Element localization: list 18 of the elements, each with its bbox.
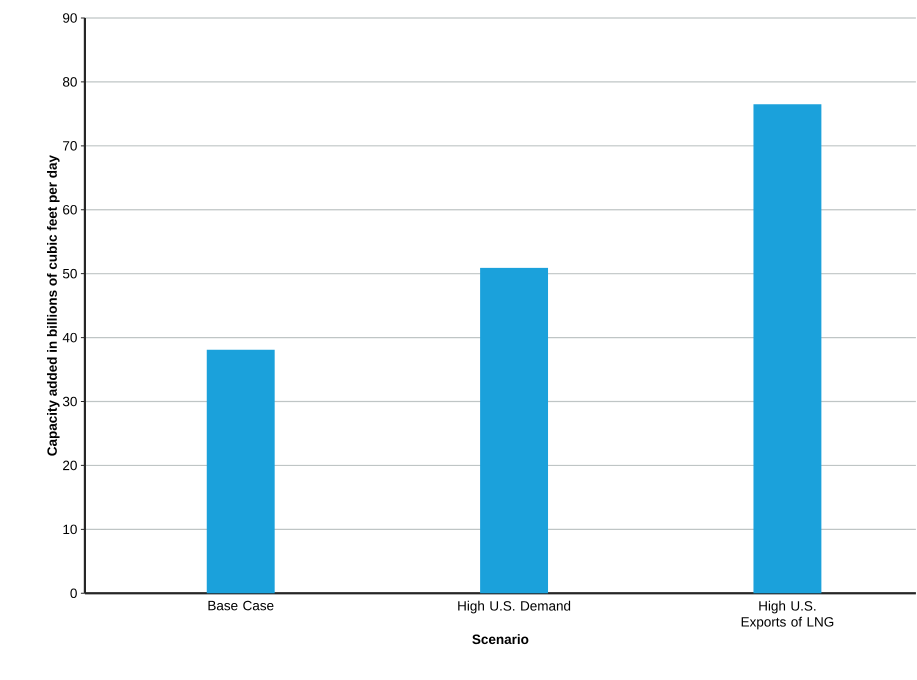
x-tick-label: Base Case	[208, 600, 274, 610]
y-tick-label: 80	[62, 77, 77, 87]
y-tick-label: 20	[63, 460, 77, 470]
x-tick-label: High U.S. Demand	[458, 600, 570, 614]
y-tick-label: 0	[70, 588, 77, 598]
y-tick-label: 10	[63, 524, 77, 534]
y-tick-label: 90	[63, 13, 77, 23]
y-axis-title: Capacity added in billions of cubic feet per day	[46, 155, 60, 456]
bar	[206, 350, 275, 594]
y-tick-label: 30	[62, 396, 77, 406]
bar	[753, 104, 822, 594]
y-tick-label: 40	[62, 332, 77, 342]
y-tick-label: 70	[63, 140, 77, 151]
bar	[480, 268, 548, 594]
x-tick-label: High U.S. Exports of LNG	[742, 600, 834, 630]
y-tick-label: 60	[63, 204, 77, 214]
x-axis-title: Scenario	[472, 634, 528, 644]
y-tick-label: 50	[62, 268, 77, 278]
